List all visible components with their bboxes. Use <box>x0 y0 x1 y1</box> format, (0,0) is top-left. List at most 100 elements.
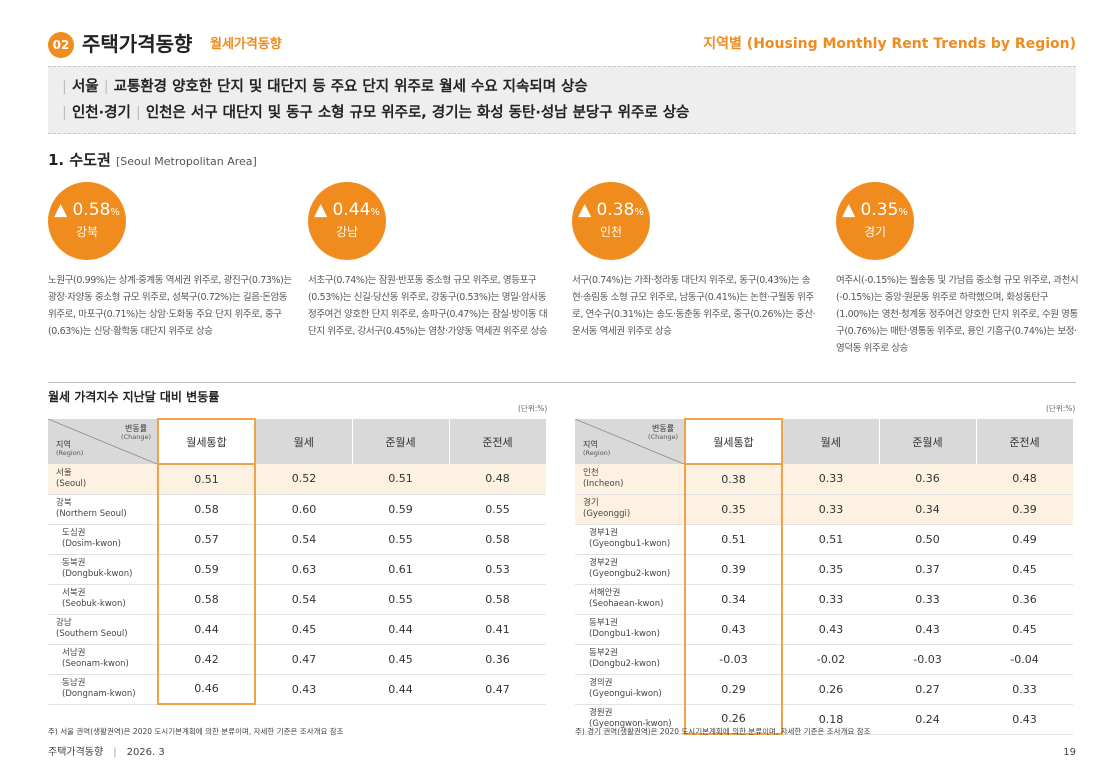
value-cell: 0.47 <box>449 674 546 705</box>
value-cell: 0.55 <box>449 494 546 525</box>
region-name-en: (Northern Seoul) <box>56 509 127 519</box>
summary-line-seoul: | 서울 | 교통환경 양호한 단지 및 대단지 등 주요 단지 위주로 월세 … <box>62 74 1062 100</box>
value-cell: 0.44 <box>352 674 449 705</box>
value-cell: -0.03 <box>879 644 976 675</box>
card-description: 노원구(0.99%)는 상계·중계동 역세권 위주로, 광진구(0.73%)는 … <box>48 275 292 337</box>
incheon-gyeonggi-rent-table: 변동률 (Change) 지역 (Region) 월세통합 월세 준월세 준전세 인… <box>575 418 1074 735</box>
table-row: 서울 (Seoul) 0.51 0.52 0.51 0.48 <box>48 464 546 495</box>
value-cell: 0.35 <box>782 554 879 585</box>
value-cell: 0.45 <box>352 644 449 675</box>
region-name-en: (Gyeongui-kwon) <box>589 689 662 699</box>
value-cell: 0.44 <box>352 614 449 645</box>
region-name-en: (Southern Seoul) <box>56 629 128 639</box>
value-cell: 0.48 <box>449 464 546 495</box>
table-row: 서해안권 (Seohaean-kwon) 0.34 0.33 0.33 0.36 <box>575 584 1073 615</box>
region-name: 동부1권 <box>589 618 618 628</box>
card-region: 인천 <box>599 225 623 239</box>
region-cell: 경부1권 (Gyeongbu1-kwon) <box>575 524 685 555</box>
up-arrow-icon: ▲ <box>842 200 856 220</box>
value-cell: 0.45 <box>976 614 1073 645</box>
summary-line-incheon-gyeonggi: | 인천·경기 | 인천은 서구 대단지 및 동구 소형 규모 위주로, 경기는… <box>62 100 1062 126</box>
footer-separator: | <box>113 747 117 758</box>
region-cell: 강남 (Southern Seoul) <box>48 614 158 645</box>
value-cell: 0.26 <box>684 704 783 735</box>
change-circle: ▲ 0.38% 인천 <box>572 182 650 260</box>
table-row: 동북권 (Dongbuk-kwon) 0.59 0.63 0.61 0.53 <box>48 554 546 585</box>
value-cell: 0.35 <box>684 494 783 525</box>
value-cell: 0.46 <box>157 674 256 705</box>
region-cell: 강북 (Northern Seoul) <box>48 494 158 525</box>
region-card-gyeonggi: ▲ 0.35% 경기 여주시(-0.15%)는 월송동 및 가남읍 중소형 규모… <box>836 182 1080 357</box>
value-cell: 0.36 <box>449 644 546 675</box>
region-name: 강북 <box>56 498 72 508</box>
value-cell: 0.47 <box>255 644 352 675</box>
region-name: 경의권 <box>589 678 613 688</box>
summary-divider: | <box>103 79 109 95</box>
value-cell: 0.58 <box>449 584 546 615</box>
table-row: 서남권 (Seonam-kwon) 0.42 0.47 0.45 0.36 <box>48 644 546 675</box>
change-value: 0.38 <box>596 200 635 220</box>
change-value: 0.35 <box>860 200 899 220</box>
table-title: 월세 가격지수 지난달 대비 변동률 <box>48 390 220 404</box>
region-name-en: (Gyeongbu1-kwon) <box>589 539 671 549</box>
column-header: 월세통합 <box>684 418 783 465</box>
region-name: 동북권 <box>62 558 86 568</box>
value-cell: 0.36 <box>879 464 976 495</box>
value-cell: 0.61 <box>352 554 449 585</box>
table-row: 동남권 (Dongnam-kwon) 0.46 0.43 0.44 0.47 <box>48 674 546 705</box>
table-row: 경원권 (Gyeongwon-kwon) 0.26 0.18 0.24 0.43 <box>575 704 1073 735</box>
section-divider <box>48 382 1076 383</box>
region-name-en: (Seonam-kwon) <box>62 659 129 669</box>
region-cell: 경원권 (Gyeongwon-kwon) <box>575 704 685 735</box>
table-row: 경부1권 (Gyeongbu1-kwon) 0.51 0.51 0.50 0.49 <box>575 524 1073 555</box>
card-description: 서구(0.74%)는 가좌·청라동 대단지 위주로, 동구(0.43%)는 송현… <box>572 275 816 337</box>
region-name-en: (Dongbu1-kwon) <box>589 629 660 639</box>
value-cell: 0.51 <box>352 464 449 495</box>
value-cell: 0.59 <box>157 554 256 585</box>
value-cell: 0.43 <box>782 614 879 645</box>
diagonal-line <box>48 419 157 464</box>
region-cell: 서북권 (Seobuk-kwon) <box>48 584 158 615</box>
change-value: 0.44 <box>332 200 371 220</box>
diagonal-line <box>575 419 684 464</box>
summary-region: 인천·경기 <box>71 105 131 121</box>
value-cell: 0.26 <box>782 674 879 705</box>
value-cell: 0.54 <box>255 524 352 555</box>
value-cell: 0.33 <box>879 584 976 615</box>
corner-change-label: 변동률 <box>124 424 148 433</box>
value-cell: 0.45 <box>255 614 352 645</box>
page-subtitle: 월세가격동향 <box>210 37 282 52</box>
percent-unit: % <box>634 207 644 218</box>
value-cell: 0.52 <box>255 464 352 495</box>
region-name: 경원권 <box>589 708 613 718</box>
value-cell: 0.29 <box>684 674 783 705</box>
corner-change-en: (Change) <box>648 433 678 441</box>
card-description: 서초구(0.74%)는 잠원·반포동 중소형 규모 위주로, 영등포구(0.53… <box>308 275 548 337</box>
page-topic-title: 지역별 (Housing Monthly Rent Trends by Regi… <box>703 36 1076 52</box>
value-cell: 0.63 <box>255 554 352 585</box>
region-card-gangnam: ▲ 0.44% 강남 서초구(0.74%)는 잠원·반포동 중소형 규모 위주로… <box>308 182 552 340</box>
page-title: 주택가격동향 <box>82 32 193 56</box>
value-cell: 0.60 <box>255 494 352 525</box>
region-cell: 도심권 (Dosim-kwon) <box>48 524 158 555</box>
value-cell: 0.54 <box>255 584 352 615</box>
change-circle: ▲ 0.58% 강북 <box>48 182 126 260</box>
value-cell: 0.24 <box>879 704 976 735</box>
value-cell: 0.27 <box>879 674 976 705</box>
table-row: 경의권 (Gyeongui-kwon) 0.29 0.26 0.27 0.33 <box>575 674 1073 705</box>
region-cell: 경의권 (Gyeongui-kwon) <box>575 674 685 705</box>
value-cell: 0.39 <box>684 554 783 585</box>
region-name-en: (Gyeongbu2-kwon) <box>589 569 671 579</box>
value-cell: 0.37 <box>879 554 976 585</box>
value-cell: 0.48 <box>976 464 1073 495</box>
value-cell: 0.42 <box>157 644 256 675</box>
corner-change-en: (Change) <box>121 433 151 441</box>
region-card-incheon: ▲ 0.38% 인천 서구(0.74%)는 가좌·청라동 대단지 위주로, 동구… <box>572 182 816 340</box>
region-name-en: (Seohaean-kwon) <box>589 599 664 609</box>
region-cell: 서울 (Seoul) <box>48 464 158 495</box>
footnote-seoul: 주) 서울 권역(생활권역)은 2020 도시기본계획에 의한 분류이며, 자세… <box>48 727 344 736</box>
value-cell: 0.43 <box>684 614 783 645</box>
corner-change-label: 변동률 <box>651 424 675 433</box>
region-name: 동부2권 <box>589 648 618 658</box>
value-cell: 0.55 <box>352 524 449 555</box>
